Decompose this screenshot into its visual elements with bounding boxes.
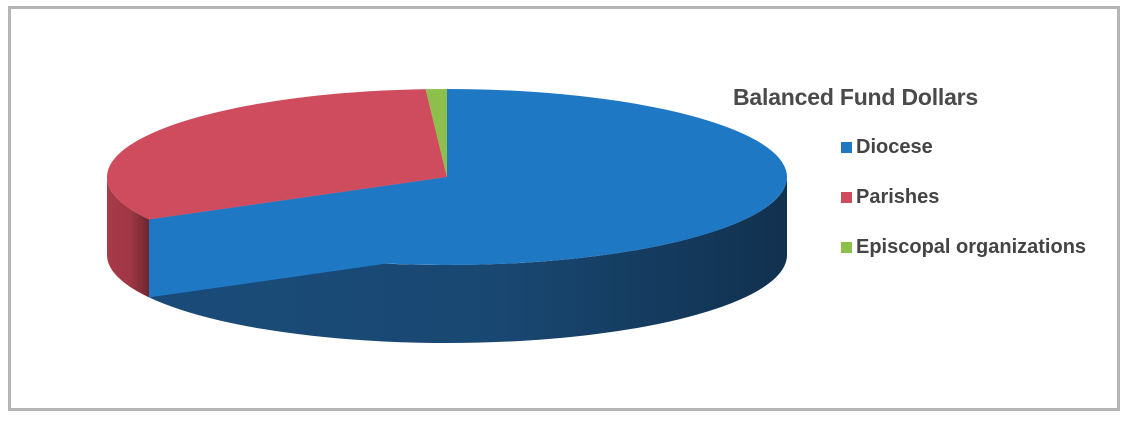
side-diocese-shading (149, 177, 787, 343)
legend-swatch (841, 242, 852, 253)
slice-parishes (106, 89, 447, 220)
pie-top-faces (106, 89, 787, 265)
slice-diocese (149, 89, 787, 265)
slice-episcopal-organizations (425, 89, 447, 177)
legend-label: Parishes (856, 186, 940, 208)
legend-swatch (841, 142, 852, 153)
side-parishes-shading (107, 177, 150, 298)
legend-swatch (841, 192, 852, 203)
legend-label: Diocese (856, 136, 933, 158)
legend-label: Episcopal organizations (856, 236, 1087, 258)
chart-title: Balanced Fund Dollars (733, 84, 979, 110)
